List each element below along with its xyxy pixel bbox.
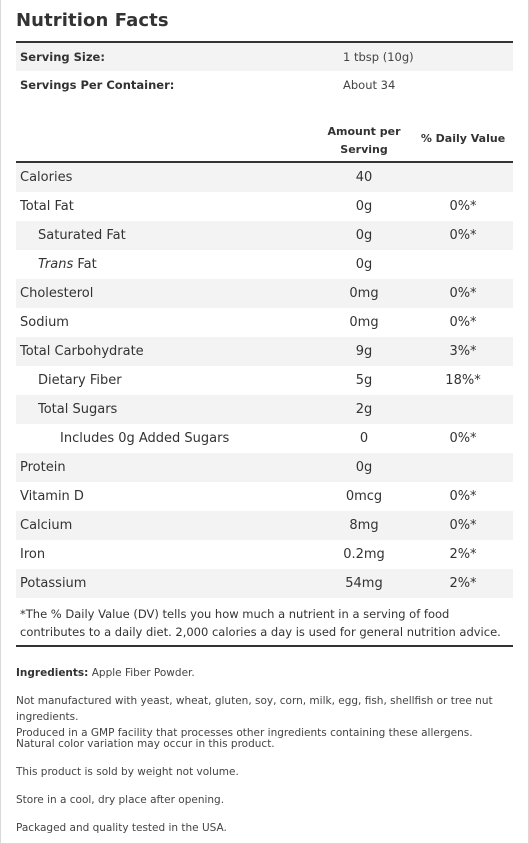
nutrient-row-vitamin-d: Vitamin D 0mcg 0%*: [16, 482, 513, 511]
daily-value-footnote: *The % Daily Value (DV) tells you how mu…: [20, 607, 501, 639]
ingredients-line: Ingredients: Apple Fiber Powder.: [16, 665, 516, 681]
nutrient-amount: 54mg: [345, 576, 383, 591]
nutrient-daily-value: 2%*: [449, 547, 477, 562]
nutrient-row-cholesterol: Cholesterol 0mg 0%*: [16, 279, 513, 308]
nutrient-amount: 8mg: [349, 518, 379, 533]
nutrient-amount: 0mcg: [345, 489, 383, 504]
nutrient-row-saturated-fat: Saturated Fat 0g 0%*: [16, 221, 513, 250]
amount-header-line2: Serving: [340, 143, 388, 156]
nutrient-amount: 0g: [355, 199, 373, 214]
nutrient-daily-value: 18%*: [445, 373, 481, 388]
nutrient-amount: 0mg: [349, 286, 379, 301]
nutrient-daily-value: 0%*: [449, 199, 477, 214]
nutrient-amount: 2g: [355, 402, 373, 417]
nutrient-amount: 0: [359, 431, 369, 446]
trans-rest: Fat: [73, 257, 97, 272]
allergen-line-2: Produced in a GMP facility that processe…: [16, 727, 473, 739]
amount-per-serving-header: Amount per Serving: [320, 123, 408, 159]
nutrient-daily-value: 0%*: [449, 431, 477, 446]
nutrient-name: Total Sugars: [38, 402, 118, 417]
amount-header-line1: Amount per: [327, 125, 401, 138]
nutrient-row-added-sugars: Includes 0g Added Sugars 0 0%*: [16, 424, 513, 453]
serving-size-label: Serving Size:: [20, 50, 105, 64]
ingredients-value: Apple Fiber Powder.: [88, 667, 195, 679]
nutrient-name: Total Carbohydrate: [20, 344, 144, 359]
nutrient-row-potassium: Potassium 54mg 2%*: [16, 569, 513, 598]
nutrient-row-sodium: Sodium 0mg 0%*: [16, 308, 513, 337]
nutrient-name: Cholesterol: [20, 286, 94, 301]
nutrient-row-total-sugars: Total Sugars 2g: [16, 395, 513, 424]
nutrient-name: Includes 0g Added Sugars: [60, 431, 230, 446]
color-variation-note: Natural color variation may occur in thi…: [16, 738, 275, 750]
nutrient-name: Potassium: [20, 576, 87, 591]
nutrient-daily-value: 0%*: [449, 228, 477, 243]
nutrient-name: Calcium: [20, 518, 73, 533]
nutrient-amount: 0mg: [349, 315, 379, 330]
nutrient-daily-value: 0%*: [449, 286, 477, 301]
nutrient-amount: 9g: [355, 344, 373, 359]
nutrition-panel: Serving Size: 1 tbsp (10g) Servings Per …: [16, 41, 513, 647]
nutrient-daily-value: 0%*: [449, 489, 477, 504]
nutrient-row-iron: Iron 0.2mg 2%*: [16, 540, 513, 569]
weight-note: This product is sold by weight not volum…: [16, 766, 239, 778]
nutrient-name: Trans Fat: [38, 257, 97, 272]
nutrient-amount: 0g: [355, 460, 373, 475]
header-divider: [16, 161, 513, 163]
nutrient-amount: 40: [355, 170, 373, 185]
nutrient-name: Iron: [20, 547, 46, 562]
column-headers: Amount per Serving % Daily Value: [16, 120, 513, 162]
storage-note: Store in a cool, dry place after opening…: [16, 794, 225, 806]
serving-size-value: 1 tbsp (10g): [343, 50, 414, 64]
nutrient-row-calcium: Calcium 8mg 0%*: [16, 511, 513, 540]
nutrient-row-protein: Protein 0g: [16, 453, 513, 482]
nutrient-daily-value: 3%*: [449, 344, 477, 359]
nutrient-row-total-fat: Total Fat 0g 0%*: [16, 192, 513, 221]
ingredients-label: Ingredients:: [16, 667, 89, 679]
nutrient-row-dietary-fiber: Dietary Fiber 5g 18%*: [16, 366, 513, 395]
nutrient-amount: 0.2mg: [343, 547, 385, 562]
nutrient-row-total-carbohydrate: Total Carbohydrate 9g 3%*: [16, 337, 513, 366]
page-title: Nutrition Facts: [16, 10, 169, 31]
nutrient-name: Sodium: [20, 315, 69, 330]
nutrient-name: Vitamin D: [20, 489, 84, 504]
quality-note: Packaged and quality tested in the USA.: [16, 822, 227, 834]
serving-size-row: Serving Size: 1 tbsp (10g): [16, 43, 513, 71]
nutrient-name: Saturated Fat: [38, 228, 126, 243]
servings-per-container-value: About 34: [343, 78, 396, 92]
nutrient-name: Calories: [20, 170, 73, 185]
nutrient-amount: 0g: [355, 228, 373, 243]
nutrient-name: Dietary Fiber: [38, 373, 122, 388]
nutrient-name: Protein: [20, 460, 66, 475]
nutrient-amount: 0g: [355, 257, 373, 272]
servings-per-container-row: Servings Per Container: About 34: [16, 71, 513, 99]
daily-value-header: % Daily Value: [420, 132, 506, 145]
nutrient-daily-value: 0%*: [449, 315, 477, 330]
nutrient-row-trans-fat: Trans Fat 0g: [16, 250, 513, 279]
nutrient-daily-value: 2%*: [449, 576, 477, 591]
trans-italic: Trans: [38, 257, 74, 272]
allergen-statement: Not manufactured with yeast, wheat, glut…: [16, 693, 516, 741]
nutrient-daily-value: 0%*: [449, 518, 477, 533]
nutrient-name: Total Fat: [20, 199, 74, 214]
nutrient-row-calories: Calories 40: [16, 163, 513, 192]
servings-per-container-label: Servings Per Container:: [20, 78, 175, 92]
allergen-line-1: Not manufactured with yeast, wheat, glut…: [16, 695, 493, 723]
nutrient-amount: 5g: [355, 373, 373, 388]
